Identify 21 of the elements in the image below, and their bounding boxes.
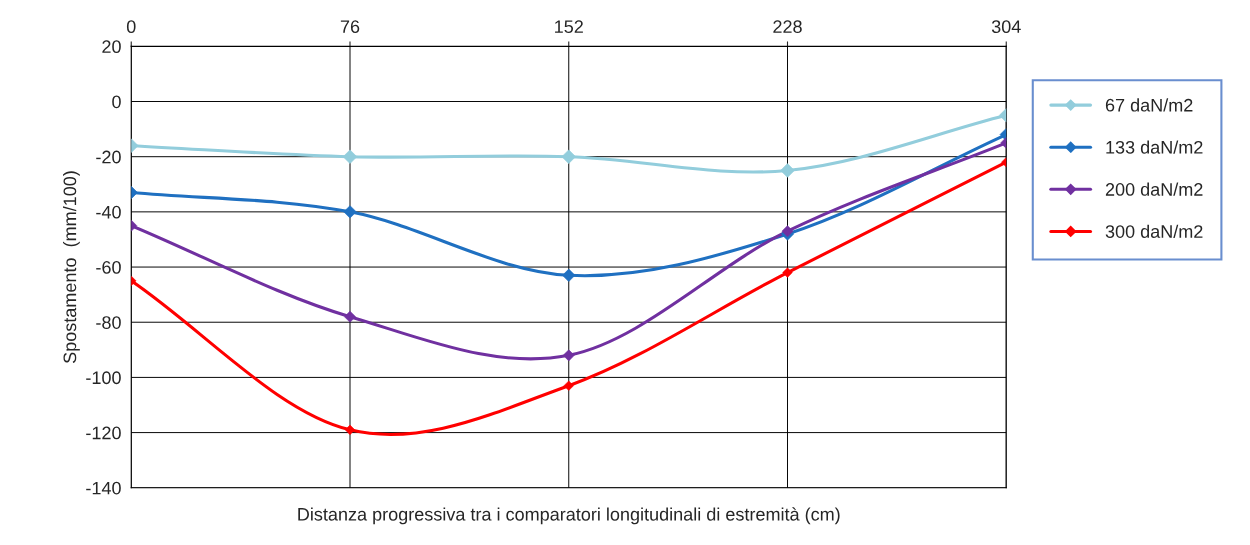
y-tick-label: -140 xyxy=(86,481,121,495)
legend-label: 200 daN/m2 xyxy=(1105,182,1203,196)
y-tick-label: -80 xyxy=(96,316,121,329)
x-tick-label: 0 xyxy=(126,20,136,34)
y-tick-label: 20 xyxy=(102,40,121,54)
legend-label: 300 daN/m2 xyxy=(1105,224,1203,238)
point xyxy=(343,205,357,219)
x-axis-title: Distanza progressiva tra i comparatori longitudinali di estremità (cm) xyxy=(298,507,840,525)
x-tick-label: 76 xyxy=(340,20,360,34)
y-tick-label: -120 xyxy=(86,426,121,440)
y-tick-label: -40 xyxy=(96,205,121,219)
y-tick-label: 0 xyxy=(112,95,121,109)
x-tick-label: 152 xyxy=(555,20,583,34)
y-tick-label: -20 xyxy=(96,150,121,164)
legend-label: 133 daN/m2 xyxy=(1106,140,1203,154)
x-tick-label: 304 xyxy=(991,20,1021,34)
y-axis-title: Spostamento (mm/100) xyxy=(63,171,80,364)
x-tick-label: 228 xyxy=(773,20,802,34)
y-tick-label: -100 xyxy=(86,371,121,385)
legend-label: 67 daN/m2 xyxy=(1105,98,1193,112)
y-tick-label: -60 xyxy=(96,260,121,274)
